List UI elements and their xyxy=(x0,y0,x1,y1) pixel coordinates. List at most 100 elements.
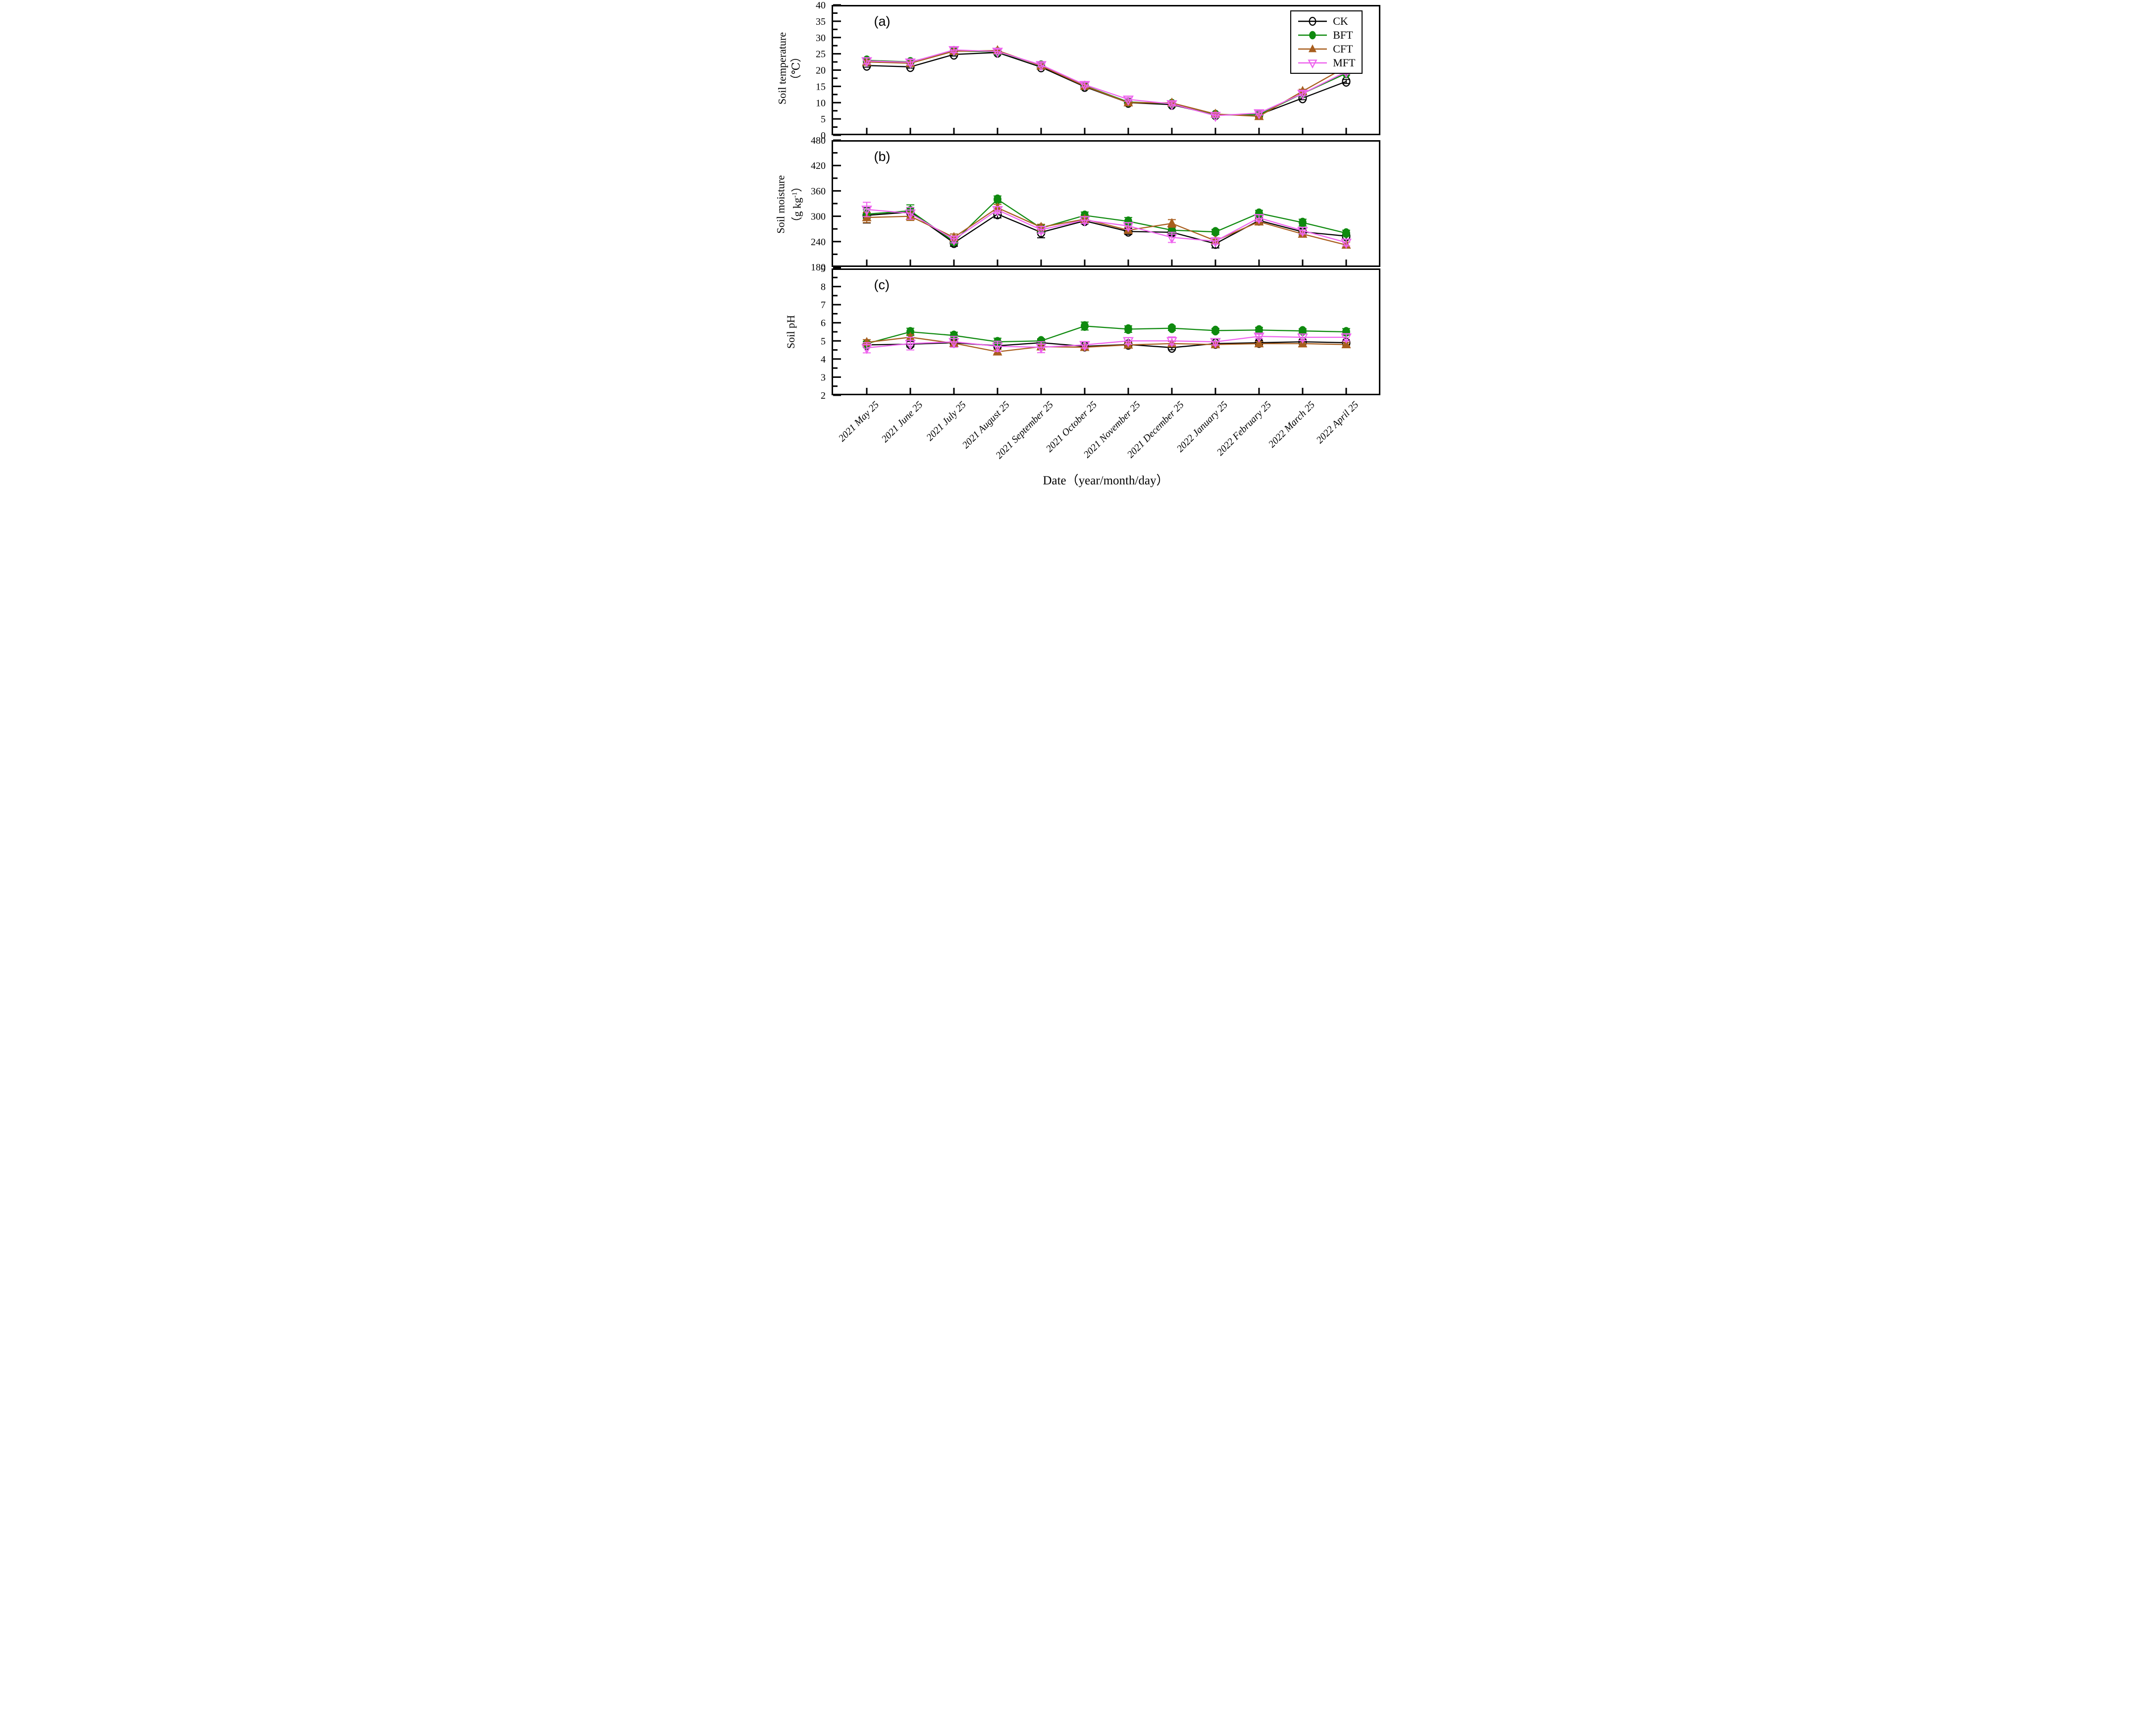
x-axis-title: Date（year/month/day） xyxy=(1043,474,1169,487)
panel-b-soil-moisture: 180 240 300 360 420 480 (b) xyxy=(811,135,1380,273)
x-axis-tick-labels: 2021 May 25 2021 June 25 2021 July 25 2021 … xyxy=(771,397,1385,472)
mft-series-line xyxy=(866,209,1346,243)
ck-legend-marker xyxy=(1298,16,1327,26)
y-tick-label: 5 xyxy=(821,336,826,347)
y-axis-title-soil-ph: Soil pH xyxy=(784,268,798,395)
legend-label-cft: CFT xyxy=(1333,43,1353,55)
y-tick-label: 6 xyxy=(821,318,826,329)
mft-marker xyxy=(948,235,959,246)
mft-marker xyxy=(992,206,1003,216)
mft-marker xyxy=(1122,96,1134,106)
y-tick-label: 7 xyxy=(821,300,826,311)
panel-c-letter: (c) xyxy=(874,277,890,292)
legend-item-bft: BFT xyxy=(1297,28,1355,42)
y-tick-label: 300 xyxy=(811,211,826,222)
mft-marker xyxy=(1297,333,1308,344)
panel-b-letter: (b) xyxy=(874,149,891,164)
bft-series-line xyxy=(866,50,1346,115)
cft-series-line xyxy=(866,336,1346,353)
mft-marker xyxy=(861,344,872,355)
mft-marker xyxy=(1253,332,1264,343)
ck-series xyxy=(862,47,1351,120)
mft-marker xyxy=(1209,338,1221,349)
ck-series-line xyxy=(866,211,1346,245)
legend-item-mft: MFT xyxy=(1297,56,1356,70)
mft-marker xyxy=(992,342,1003,353)
y-tick-label: 3 xyxy=(821,372,826,383)
soil-moisture-chart: 180 240 300 360 420 480 xyxy=(811,135,1380,273)
mft-marker xyxy=(1122,337,1134,348)
y-tick-label: 5 xyxy=(821,114,826,125)
y-axis-ticks: 2 3 4 5 6 7 8 9 xyxy=(821,263,841,401)
x-tick-label: 2021 May 25 xyxy=(836,399,882,444)
y-tick-label: 25 xyxy=(816,49,826,60)
mft-marker xyxy=(861,57,872,68)
y-tick-label: 20 xyxy=(816,65,826,76)
mft-marker xyxy=(1166,100,1177,110)
mft-marker xyxy=(1209,111,1221,122)
y-axis-title-ph-line1: Soil pH xyxy=(784,315,797,349)
y-tick-label: 30 xyxy=(816,33,826,44)
mft-marker xyxy=(1166,233,1177,244)
mft-marker xyxy=(1253,214,1264,224)
mft-marker xyxy=(861,206,872,216)
legend-item-ck: CK xyxy=(1297,14,1355,28)
bft-series-line xyxy=(866,325,1346,344)
x-tick-label: 2021 June 25 xyxy=(879,399,925,445)
mft-marker xyxy=(1166,337,1177,348)
x-tick-label: 2022 April 25 xyxy=(1314,399,1361,446)
y-tick-label: 9 xyxy=(821,263,826,274)
ck-marker xyxy=(1309,16,1316,26)
panel-border xyxy=(831,5,1380,135)
legend-item-cft: CFT xyxy=(1297,42,1355,56)
cft-series-line xyxy=(866,50,1347,117)
cft-series xyxy=(862,45,1351,120)
y-tick-label: 0 xyxy=(821,130,826,141)
mft-marker xyxy=(1035,226,1047,236)
legend: CK BFT CFT MFT xyxy=(1290,10,1363,74)
bft-series-line xyxy=(866,198,1346,243)
cft-marker xyxy=(862,337,871,346)
soil-ph-chart: 2 3 4 5 6 7 8 9 xyxy=(821,263,1380,401)
three-panel-soil-figure: Soil temperature （℃） Soil moisture （g kg… xyxy=(771,0,1385,498)
y-axis-ticks: 180 240 300 360 420 480 xyxy=(811,135,841,273)
cft-series-line xyxy=(866,207,1346,246)
mft-series-line xyxy=(866,49,1347,116)
mft-marker xyxy=(904,58,916,69)
bft-marker xyxy=(1167,323,1176,333)
y-tick-label: 10 xyxy=(816,98,826,108)
x-axis-ticks xyxy=(866,388,1347,394)
cft-marker xyxy=(1309,44,1317,52)
panel-border xyxy=(831,268,1380,395)
mft-marker xyxy=(1122,222,1134,233)
mft-marker xyxy=(1209,237,1221,248)
mft-marker xyxy=(948,46,959,56)
y-tick-label: 8 xyxy=(821,282,826,293)
y-axis-title-moisture-unit: （g kg-1） xyxy=(790,181,803,228)
y-tick-label: 40 xyxy=(816,0,826,11)
bft-marker xyxy=(1124,324,1132,334)
bft-marker xyxy=(1298,217,1307,228)
legend-label-mft: MFT xyxy=(1333,56,1356,69)
y-axis-title-moisture-line1: Soil moisture xyxy=(774,175,787,234)
legend-label-ck: CK xyxy=(1333,15,1348,27)
x-tick-label: 2021 July 25 xyxy=(924,399,969,443)
y-tick-label: 420 xyxy=(811,160,826,171)
cft-legend-marker xyxy=(1298,44,1327,52)
mft-series-line xyxy=(866,335,1346,349)
y-axis-title-soil-moisture: Soil moisture （g kg-1） xyxy=(774,141,804,268)
mft-marker xyxy=(948,338,959,349)
y-axis-title-soil-temperature: Soil temperature （℃） xyxy=(775,3,803,134)
bft-legend-marker xyxy=(1298,31,1327,40)
mft-series xyxy=(861,46,1352,122)
y-tick-label: 15 xyxy=(816,81,826,92)
bft-series xyxy=(862,194,1350,247)
cft-marker xyxy=(1123,97,1133,106)
ck-series xyxy=(862,336,1351,353)
y-tick-label: 180 xyxy=(811,262,826,273)
mft-marker xyxy=(1297,90,1308,100)
y-tick-label: 35 xyxy=(816,16,826,27)
y-tick-label: 240 xyxy=(811,237,826,248)
panel-c-soil-ph: 2 3 4 5 6 7 8 9 (c) xyxy=(821,263,1380,401)
mft-marker xyxy=(1308,59,1317,69)
